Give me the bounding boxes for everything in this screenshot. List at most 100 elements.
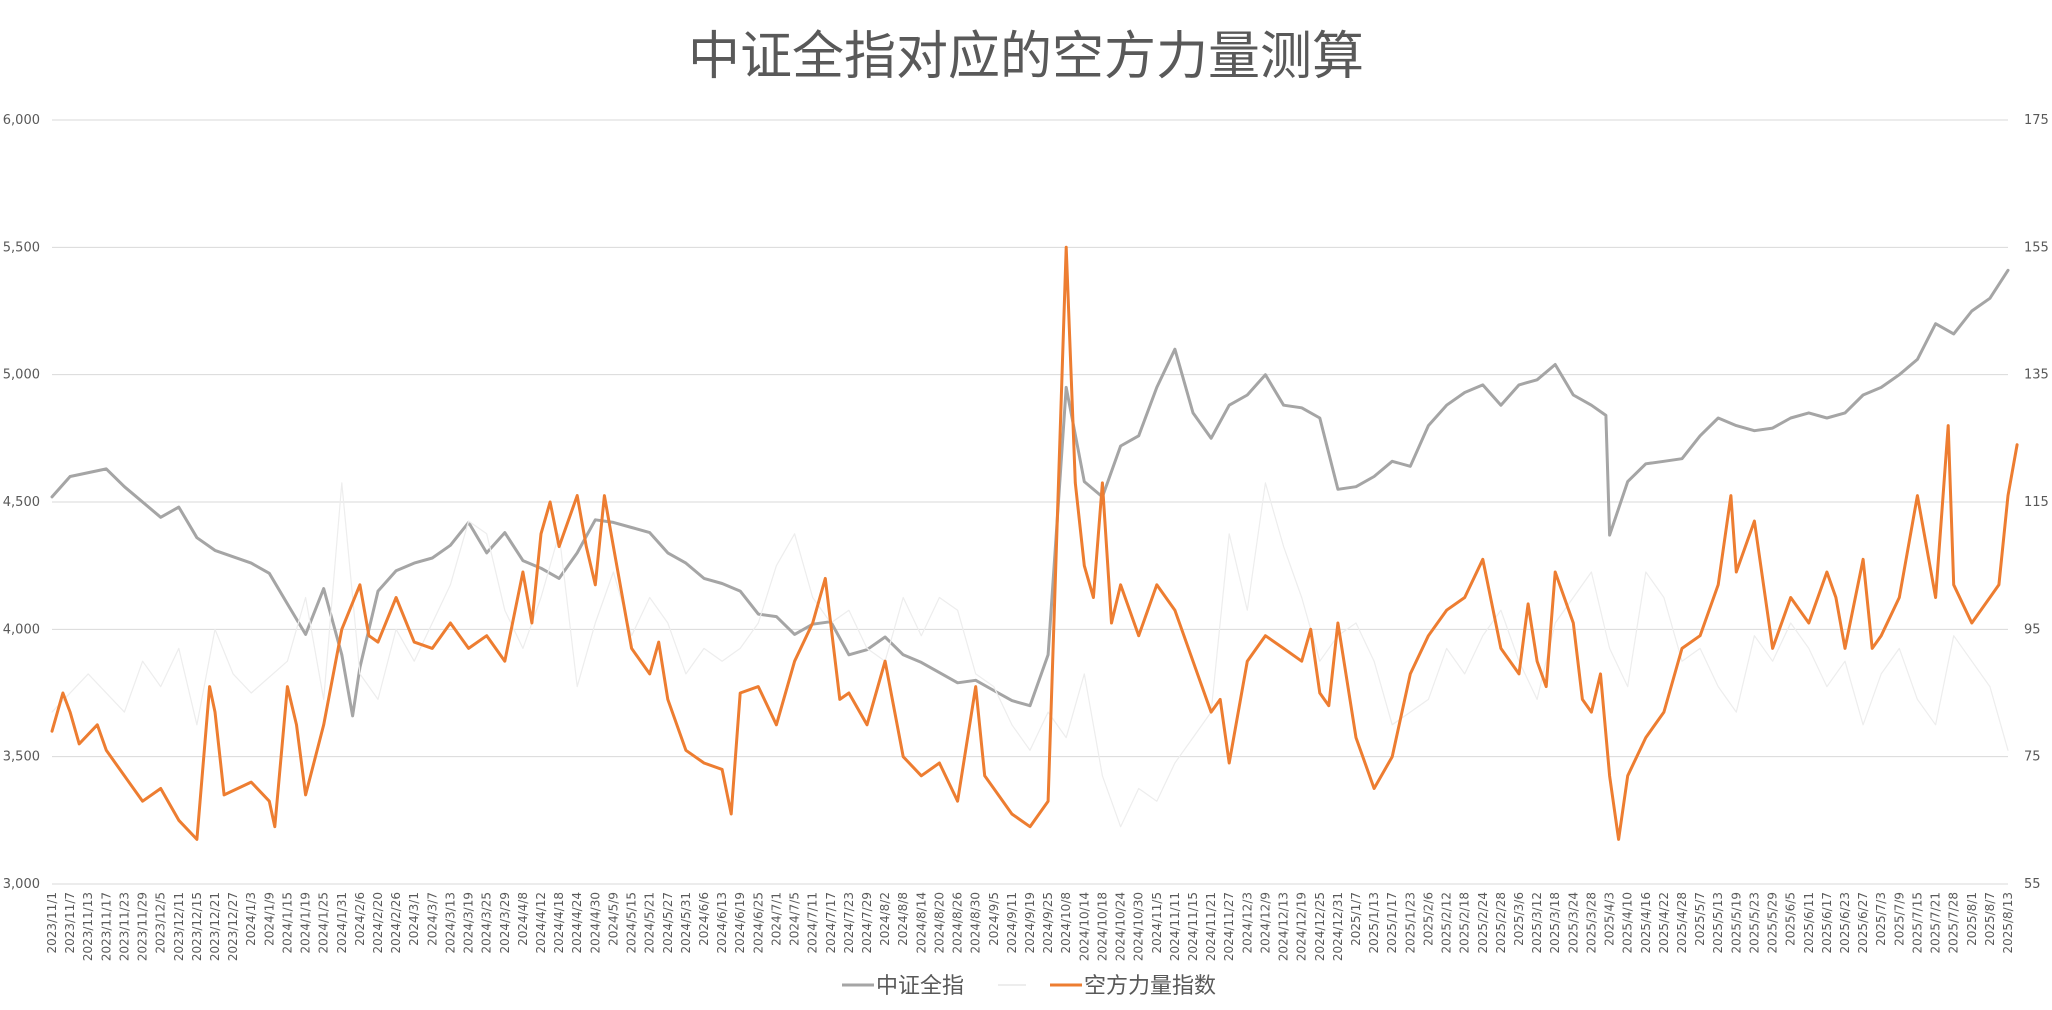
x-axis-tick: 2024/9/25	[1041, 892, 1055, 954]
x-axis-tick: 2025/2/18	[1458, 892, 1472, 954]
x-axis-tick: 2023/11/17	[99, 892, 113, 961]
x-axis-tick: 2025/4/22	[1657, 892, 1671, 954]
x-axis-tick: 2023/11/1	[45, 892, 59, 954]
x-axis-tick: 2024/1/15	[280, 892, 294, 954]
x-axis-tick: 2025/6/27	[1856, 892, 1870, 954]
x-axis-tick: 2024/6/25	[751, 892, 765, 954]
x-axis-tick: 2025/4/28	[1675, 892, 1689, 954]
x-axis-tick: 2024/4/12	[534, 892, 548, 954]
x-axis-tick: 2024/4/8	[516, 892, 530, 946]
x-axis-tick: 2023/11/23	[117, 892, 131, 961]
right-axis-tick: 135	[2024, 368, 2049, 383]
right-axis-ticks: 55 75 95 115 135 155 175	[2024, 113, 2049, 892]
x-axis-tick: 2025/1/23	[1403, 892, 1417, 954]
x-axis-tick: 2025/5/13	[1711, 892, 1725, 954]
x-axis-tick: 2024/10/24	[1114, 892, 1128, 961]
x-axis-tick: 2025/5/23	[1747, 892, 1761, 954]
left-axis-tick: 4,000	[3, 622, 40, 637]
series-lines	[50, 245, 2019, 841]
x-axis-tick: 2024/3/1	[407, 892, 421, 946]
right-axis-tick: 115	[2024, 495, 2049, 510]
left-axis-tick: 4,500	[3, 495, 40, 510]
x-axis-tick: 2025/6/23	[1838, 892, 1852, 954]
x-axis-tick: 2025/3/28	[1584, 892, 1598, 954]
x-axis-tick: 2025/2/28	[1494, 892, 1508, 954]
x-axis-tick: 2025/3/18	[1548, 892, 1562, 954]
legend-label-2: 空方力量指数	[1084, 974, 1216, 999]
x-axis-tick: 2024/12/13	[1277, 892, 1291, 961]
x-axis-tick: 2024/3/19	[462, 892, 476, 954]
x-axis-tick: 2024/4/30	[588, 892, 602, 954]
x-axis-tick: 2025/2/12	[1440, 892, 1454, 954]
x-axis-tick: 2024/7/17	[824, 892, 838, 954]
x-axis-tick: 2025/7/3	[1874, 892, 1888, 946]
x-axis-tick: 2024/1/25	[317, 892, 331, 954]
x-axis-tick: 2024/11/11	[1168, 892, 1182, 961]
x-axis-tick: 2024/12/9	[1258, 892, 1272, 954]
x-axis-tick: 2023/12/15	[190, 892, 204, 961]
x-axis-tick: 2025/2/24	[1476, 892, 1490, 954]
left-axis-tick: 3,500	[3, 750, 40, 765]
x-axis-tick: 2024/10/30	[1132, 892, 1146, 961]
x-axis-tick: 2024/12/19	[1295, 892, 1309, 961]
x-axis-tick: 2025/3/12	[1530, 892, 1544, 954]
x-axis-tick: 2023/11/29	[136, 892, 150, 961]
x-axis-tick: 2025/4/10	[1621, 892, 1635, 954]
x-axis-tick: 2024/1/3	[244, 892, 258, 946]
x-axis-tick: 2024/4/24	[570, 892, 584, 954]
x-axis-tick: 2025/8/1	[1965, 892, 1979, 946]
x-axis-tick: 2025/7/15	[1910, 892, 1924, 954]
x-axis-tick: 2024/5/31	[679, 892, 693, 954]
left-axis-tick: 3,000	[3, 877, 40, 892]
x-axis-tick: 2023/12/27	[226, 892, 240, 961]
x-axis-tick: 2025/6/5	[1784, 892, 1798, 946]
x-axis-tick: 2025/7/21	[1929, 892, 1943, 954]
x-axis-tick: 2025/4/3	[1603, 892, 1617, 946]
x-axis-tick: 2024/11/15	[1186, 892, 1200, 961]
x-axis-tick: 2023/12/11	[172, 892, 186, 961]
x-axis-tick: 2024/7/23	[842, 892, 856, 954]
x-axis-tick: 2024/1/19	[299, 892, 313, 954]
x-axis-tick: 2024/8/2	[878, 892, 892, 946]
x-axis-tick: 2024/8/14	[914, 892, 928, 954]
right-axis-tick: 55	[2024, 877, 2041, 892]
x-axis-tick: 2025/6/17	[1820, 892, 1834, 954]
right-axis-tick: 175	[2024, 113, 2049, 128]
x-axis-tick: 2024/7/11	[806, 892, 820, 954]
x-axis-tick: 2024/12/31	[1331, 892, 1345, 961]
x-axis-tick: 2024/3/13	[443, 892, 457, 954]
x-axis-tick: 2025/1/7	[1349, 892, 1363, 946]
x-axis-tick: 2024/6/6	[697, 892, 711, 946]
right-axis-tick: 75	[2024, 750, 2041, 765]
x-axis-tick: 2025/1/13	[1367, 892, 1381, 954]
series-line-2	[50, 245, 2019, 841]
right-axis-tick: 95	[2024, 622, 2041, 637]
x-axis-tick: 2024/9/19	[1023, 892, 1037, 954]
x-axis-tick: 2025/6/11	[1802, 892, 1816, 954]
x-axis-tick: 2024/5/21	[643, 892, 657, 954]
x-axis-tick: 2024/3/29	[498, 892, 512, 954]
x-axis-tick: 2024/10/18	[1095, 892, 1109, 961]
x-axis-tick: 2024/11/21	[1204, 892, 1218, 961]
x-axis-tick: 2023/12/5	[154, 892, 168, 954]
x-axis-tick: 2024/2/20	[371, 892, 385, 954]
x-axis-tick: 2024/7/1	[769, 892, 783, 946]
x-axis-tick: 2025/4/16	[1639, 892, 1653, 954]
left-axis-tick: 5,000	[3, 368, 40, 383]
x-axis-tick: 2024/6/13	[715, 892, 729, 954]
x-axis-tick: 2025/8/7	[1983, 892, 1997, 946]
x-axis-tick: 2024/8/26	[951, 892, 965, 954]
x-axis-tick: 2024/5/27	[661, 892, 675, 954]
x-axis-tick: 2024/7/5	[788, 892, 802, 946]
chart-title: 中证全指对应的空方力量测算	[688, 27, 1364, 87]
x-axis-tick: 2025/2/6	[1421, 892, 1435, 946]
x-axis-tick: 2024/7/29	[860, 892, 874, 954]
x-axis-tick: 2024/5/9	[606, 892, 620, 946]
x-axis-tick: 2023/11/7	[63, 892, 77, 954]
x-axis-tick: 2024/2/6	[353, 892, 367, 946]
x-axis-tick: 2024/10/14	[1077, 892, 1091, 961]
x-axis-tick: 2025/8/13	[2001, 892, 2015, 954]
x-axis-tick: 2025/5/29	[1766, 892, 1780, 954]
